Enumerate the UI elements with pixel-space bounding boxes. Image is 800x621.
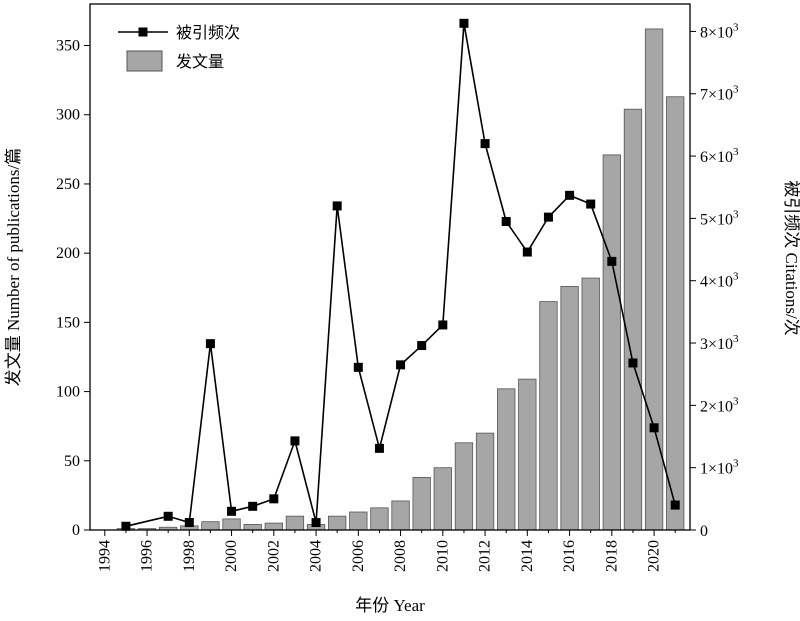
legend-line-marker — [138, 27, 148, 37]
citation-point-2011 — [459, 18, 469, 28]
bar-2016 — [560, 285, 579, 531]
citation-point-2017 — [586, 199, 596, 209]
citation-point-2021 — [670, 500, 680, 510]
legend: 被引频次 发文量 — [118, 23, 240, 72]
y-right-tick-label: 2×103 — [700, 395, 739, 415]
x-tick-label: 2012 — [477, 540, 494, 572]
x-tick-label: 2004 — [308, 540, 325, 572]
bar-2011 — [454, 442, 474, 531]
y-right-tick-label: 1×103 — [700, 458, 739, 478]
citation-point-1999 — [205, 339, 215, 349]
bar-1999 — [201, 521, 220, 531]
y-left-tick-label: 50 — [64, 453, 80, 470]
y-right-tick-label: 6×103 — [700, 146, 739, 166]
x-tick-label: 2006 — [350, 540, 367, 572]
x-tick-label: 1994 — [96, 540, 113, 572]
citation-point-2000 — [227, 506, 237, 516]
y-left-axis-title: 发文量 Number of publications/篇 — [4, 148, 23, 386]
legend-bar-swatch — [126, 50, 163, 72]
x-tick-label: 2002 — [265, 540, 282, 572]
bar-2020 — [644, 28, 664, 531]
citation-point-2006 — [353, 362, 363, 372]
bars-group — [116, 28, 685, 531]
bar-2015 — [539, 301, 558, 531]
bar-2021 — [666, 96, 685, 531]
x-tick-label: 2014 — [519, 540, 536, 572]
plot-frame — [89, 3, 691, 531]
citation-point-2002 — [269, 494, 279, 504]
bar-2018 — [602, 154, 621, 531]
y-left-tick-label: 250 — [56, 176, 80, 193]
x-tick-label: 2020 — [646, 540, 663, 572]
y-right-tick-label: 4×103 — [700, 271, 739, 291]
x-tick-label: 2000 — [223, 540, 240, 572]
x-tick-label: 2016 — [561, 540, 578, 572]
citation-point-2019 — [628, 358, 638, 368]
y-right-axis: 0 1×103 2×103 3×103 4×103 5×103 6×103 7×103 8×10… — [690, 21, 739, 540]
y-left-tick-label: 150 — [56, 314, 80, 331]
legend-bar-label: 发文量 — [176, 52, 224, 71]
x-tick-label: 1998 — [181, 540, 198, 572]
x-tick-label: 2018 — [603, 540, 620, 572]
citation-point-2015 — [543, 212, 553, 222]
citation-point-2016 — [565, 190, 575, 200]
x-tick-label: 2010 — [434, 540, 451, 572]
citation-point-2007 — [374, 443, 384, 453]
bar-2008 — [391, 500, 410, 531]
x-tick-label: 1996 — [139, 540, 156, 572]
bar-2002 — [264, 522, 283, 531]
citation-point-1997 — [163, 511, 173, 521]
bar-2012 — [475, 432, 495, 531]
y-left-tick-label: 100 — [56, 384, 80, 401]
bar-2009 — [412, 476, 431, 531]
y-left-tick-label: 300 — [56, 107, 80, 124]
citation-point-2005 — [332, 201, 342, 211]
citation-point-2014 — [522, 247, 532, 257]
citation-point-2012 — [480, 139, 490, 149]
citation-line-group — [121, 18, 680, 531]
y-right-axis-title: 被引频次 Citations/次 — [782, 180, 800, 335]
bar-2001 — [243, 524, 262, 531]
bar-2003 — [285, 515, 305, 531]
y-right-tick-label: 0 — [700, 523, 708, 540]
citation-point-1998 — [184, 518, 194, 528]
citation-point-2018 — [607, 256, 617, 266]
bar-2010 — [433, 467, 452, 531]
citation-point-2001 — [248, 501, 258, 511]
bar-2019 — [623, 108, 643, 531]
bar-2017 — [581, 277, 600, 531]
y-left-tick-label: 0 — [72, 522, 80, 539]
bar-2007 — [370, 507, 389, 531]
citation-point-1995 — [121, 521, 131, 531]
legend-line-label: 被引频次 — [176, 23, 240, 42]
bar-2006 — [349, 511, 368, 531]
citation-point-2004 — [311, 518, 321, 528]
citation-point-2009 — [417, 341, 427, 351]
y-left-tick-label: 200 — [56, 245, 80, 262]
bar-2005 — [328, 515, 347, 531]
citation-point-2020 — [649, 423, 659, 433]
y-right-tick-label: 3×103 — [700, 333, 739, 353]
x-tick-label: 2008 — [392, 540, 409, 572]
bar-2000 — [222, 518, 241, 531]
y-right-tick-label: 8×103 — [700, 21, 739, 41]
y-right-tick-label: 5×103 — [700, 208, 739, 228]
citation-point-2013 — [501, 217, 511, 226]
y-left-tick-label: 350 — [56, 38, 80, 55]
citation-point-2008 — [396, 360, 406, 370]
y-left-axis: 0 50 100 150 200 250 300 350 — [56, 38, 90, 539]
citation-point-2010 — [438, 320, 448, 330]
bar-2013 — [497, 388, 516, 531]
y-right-tick-label: 7×103 — [700, 84, 739, 104]
bar-2014 — [518, 378, 537, 531]
x-axis: 1994 1996 1998 2000 2002 2004 2006 2008 2010 2012… — [96, 530, 676, 572]
citation-point-2003 — [290, 436, 300, 446]
x-axis-title: 年份 Year — [355, 596, 425, 615]
